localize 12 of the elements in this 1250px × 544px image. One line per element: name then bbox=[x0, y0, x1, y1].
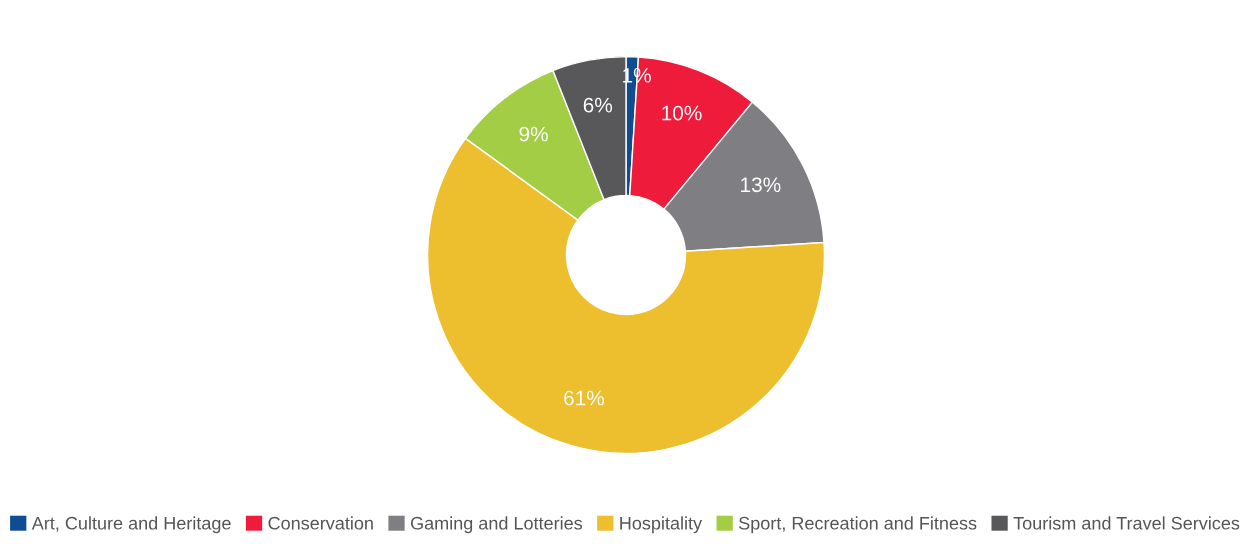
data-label: 1% bbox=[623, 68, 651, 83]
legend-label: Art, Culture and Heritage bbox=[31, 516, 231, 534]
data-label: 6% bbox=[583, 97, 613, 113]
legend-label: Tourism and Travel Services bbox=[1013, 516, 1240, 530]
legend-label: Conservation bbox=[268, 516, 373, 530]
legend-label: Hospitality bbox=[620, 516, 703, 534]
data-label: 10% bbox=[662, 105, 702, 121]
data-label: 61% bbox=[564, 390, 605, 406]
legend-label: Sport, Recreation and Fitness bbox=[739, 516, 977, 534]
legend-label: Gaming and Lotteries bbox=[410, 516, 583, 534]
data-label: 9% bbox=[519, 126, 548, 142]
data-label: 13% bbox=[741, 177, 781, 193]
